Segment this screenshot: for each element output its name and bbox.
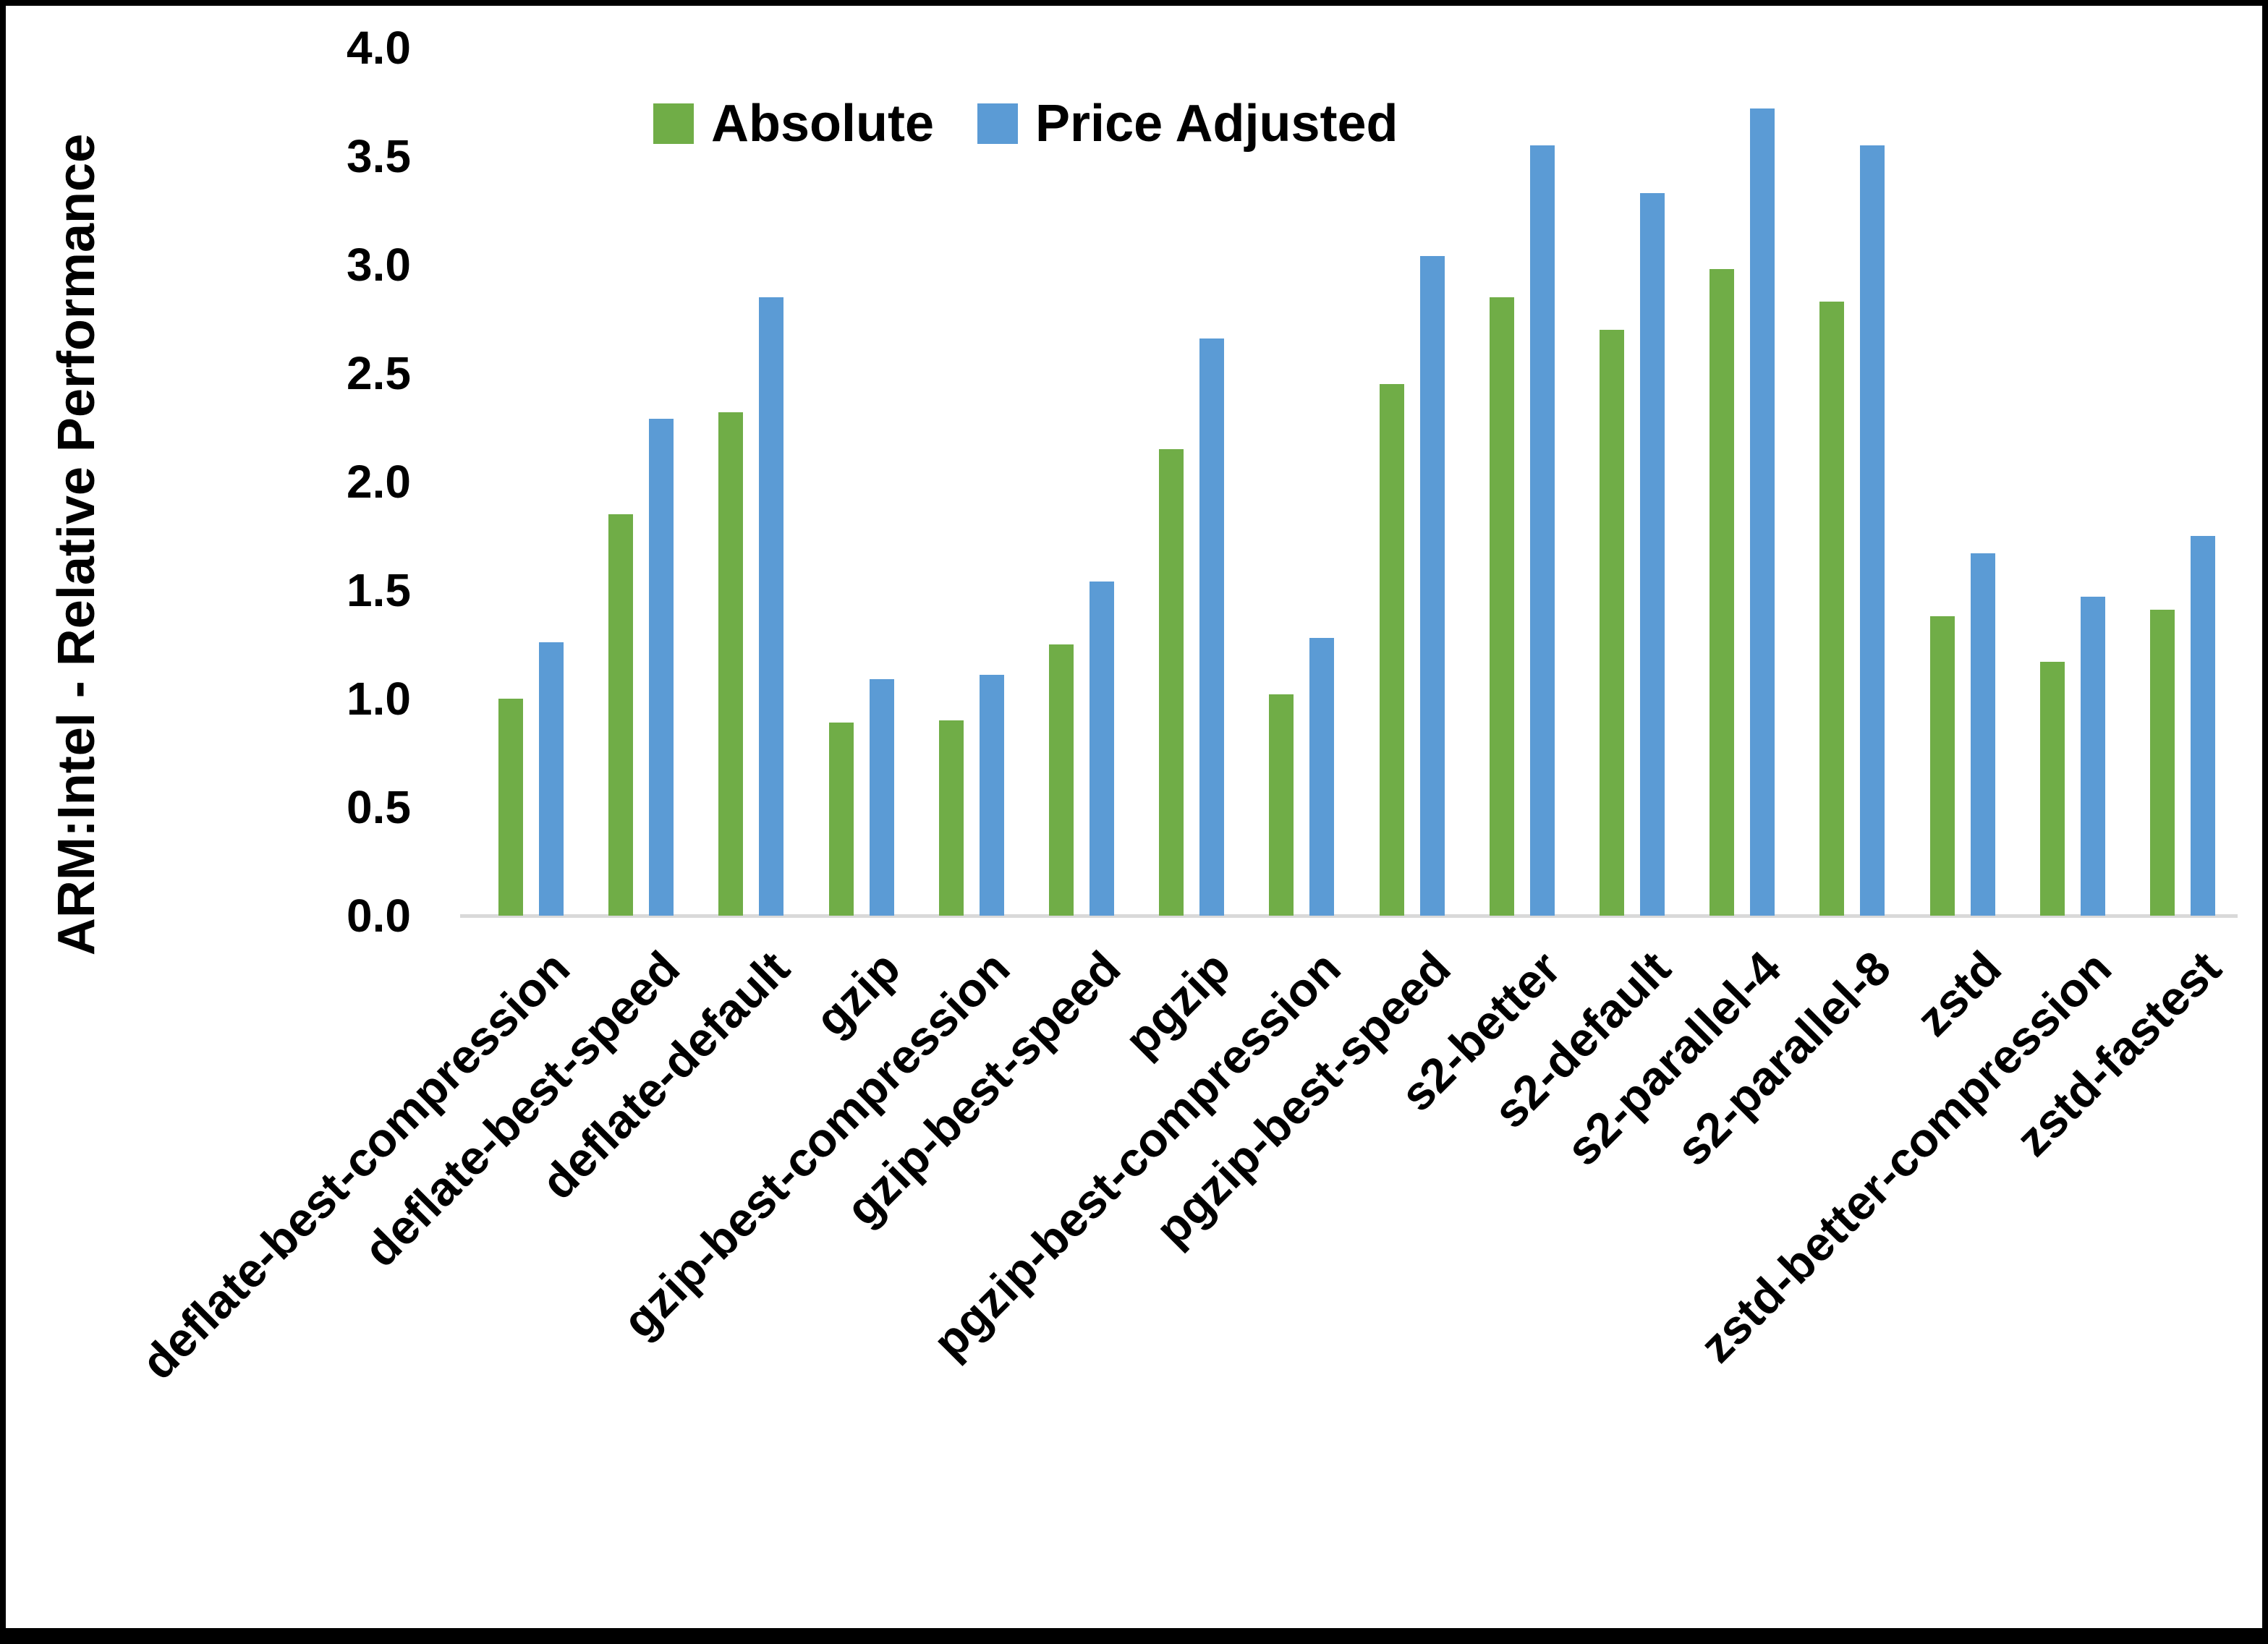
y-tick-label-3.0: 3.0 xyxy=(347,239,411,291)
bar-absolute-zstd-better-compression xyxy=(2039,662,2065,916)
bar-absolute-pgzip xyxy=(1159,449,1184,916)
legend-label: Absolute xyxy=(711,95,935,153)
bar-price-adjusted-pgzip-best-compression xyxy=(1309,638,1335,916)
bar-price-adjusted-zstd xyxy=(1970,553,1995,916)
bar-price-adjusted-deflate-best-compression xyxy=(539,642,564,916)
y-tick-label-1.0: 1.0 xyxy=(347,673,411,725)
legend-swatch-icon xyxy=(653,103,694,144)
legend-entry-price-adjusted: Price Adjusted xyxy=(977,94,1398,153)
bar-absolute-s2-better xyxy=(1489,297,1514,916)
bar-price-adjusted-deflate-best-speed xyxy=(649,419,674,916)
bar-price-adjusted-gzip-best-compression xyxy=(979,675,1004,916)
bar-absolute-s2-default xyxy=(1599,330,1624,916)
bar-absolute-deflate-default xyxy=(718,412,744,916)
bar-absolute-pgzip-best-compression xyxy=(1269,694,1294,916)
bar-absolute-zstd-fastest xyxy=(2149,610,2175,916)
y-tick-label-0.0: 0.0 xyxy=(347,890,411,942)
bar-absolute-s2-parallel-4 xyxy=(1710,269,1735,916)
bar-price-adjusted-pgzip xyxy=(1199,338,1225,916)
bar-absolute-deflate-best-compression xyxy=(498,699,524,916)
bar-price-adjusted-s2-default xyxy=(1639,193,1665,916)
bar-price-adjusted-s2-better xyxy=(1529,145,1555,916)
bar-price-adjusted-gzip xyxy=(869,679,894,916)
bar-absolute-deflate-best-speed xyxy=(608,514,634,916)
bar-price-adjusted-deflate-default xyxy=(759,297,784,916)
bar-absolute-gzip xyxy=(828,723,854,916)
y-tick-label-1.5: 1.5 xyxy=(347,564,411,616)
legend-label: Price Adjusted xyxy=(1035,95,1398,153)
legend-entry-absolute: Absolute xyxy=(653,94,934,153)
bar-absolute-gzip-best-speed xyxy=(1049,644,1074,916)
y-tick-label-0.5: 0.5 xyxy=(347,781,411,833)
x-tick-label-deflate-best-compression: deflate-best-compression xyxy=(130,940,580,1389)
bar-absolute-s2-parallel-8 xyxy=(1819,302,1845,916)
bar-absolute-gzip-best-compression xyxy=(938,720,964,916)
bar-absolute-pgzip-best-speed xyxy=(1379,384,1404,916)
bar-price-adjusted-s2-parallel-8 xyxy=(1860,145,1885,916)
bar-price-adjusted-s2-parallel-4 xyxy=(1750,108,1775,916)
y-tick-label-2.0: 2.0 xyxy=(347,456,411,508)
bar-price-adjusted-pgzip-best-speed xyxy=(1419,256,1445,916)
x-axis-line xyxy=(460,914,2238,918)
bar-price-adjusted-gzip-best-speed xyxy=(1090,582,1115,916)
bar-price-adjusted-zstd-better-compression xyxy=(2080,597,2105,916)
y-axis-title: ARM:Intel - Relative Performance xyxy=(48,133,106,956)
y-tick-label-2.5: 2.5 xyxy=(347,347,411,399)
legend-swatch-icon xyxy=(977,103,1019,144)
y-tick-label-4.0: 4.0 xyxy=(347,22,411,74)
bar-price-adjusted-zstd-fastest xyxy=(2190,536,2215,916)
chart-legend: Absolute Price Adjusted xyxy=(653,94,1398,153)
bar-absolute-zstd xyxy=(1929,616,1955,916)
y-tick-label-3.5: 3.5 xyxy=(347,130,411,182)
